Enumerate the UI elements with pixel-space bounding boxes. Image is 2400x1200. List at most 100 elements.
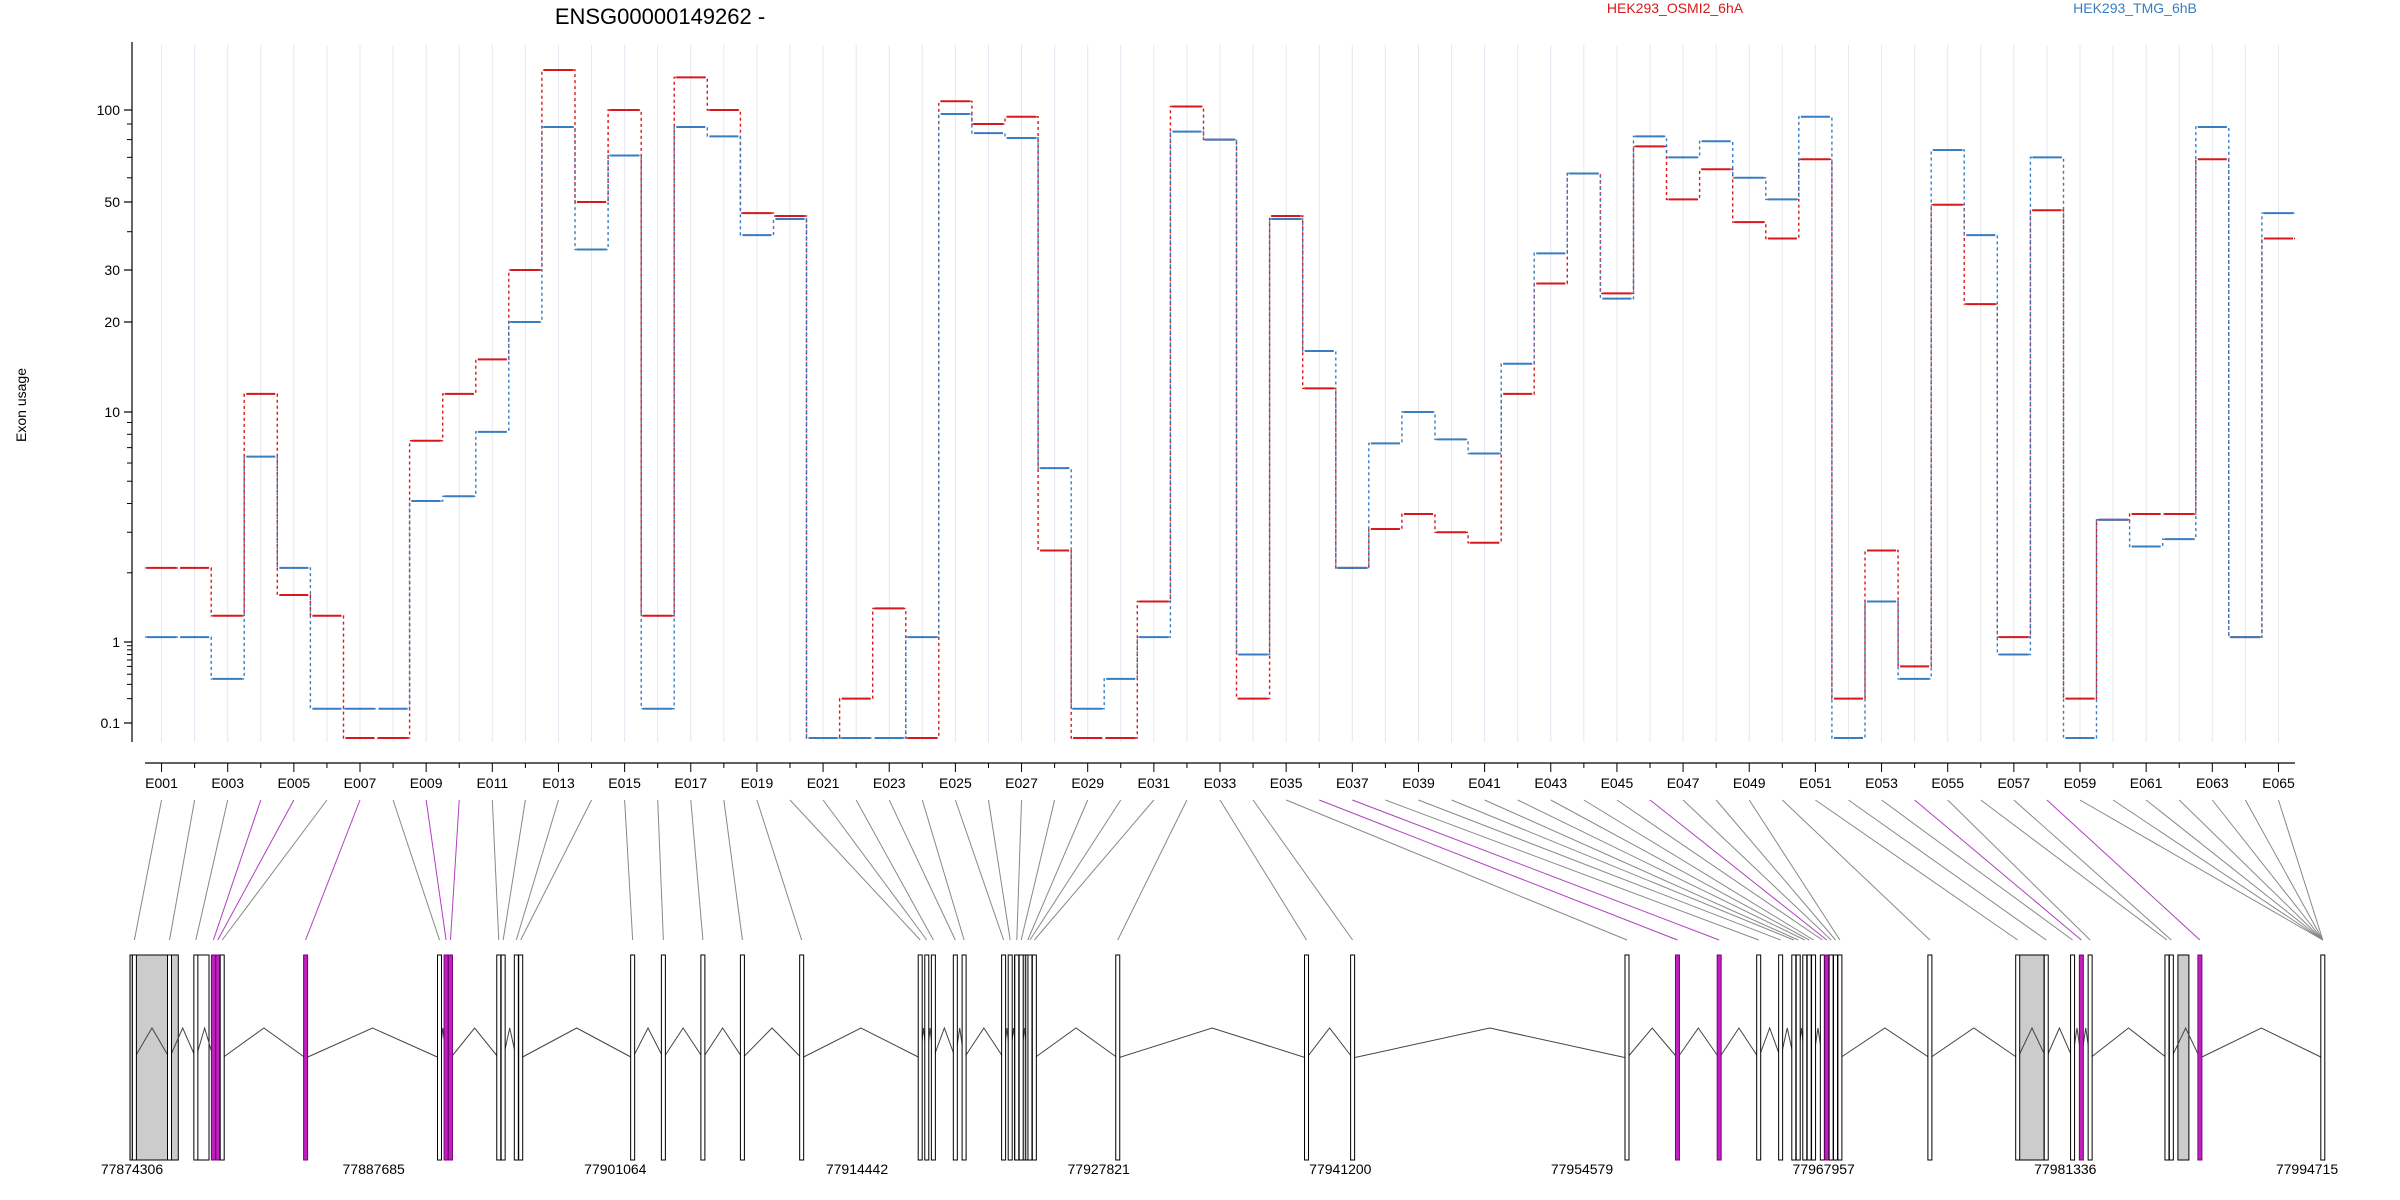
x-tick-label: E057: [1997, 775, 2030, 791]
exon-bar: [2078, 954, 2084, 1161]
exon-connector-line: [515, 799, 559, 941]
intron-line: [1677, 1027, 1720, 1059]
exon-connector-line: [502, 799, 526, 941]
exon-bar: [1115, 954, 1121, 1161]
intron-line: [1117, 1027, 1307, 1059]
x-tick-label: E059: [2064, 775, 2097, 791]
exon-bar: [1007, 954, 1013, 1161]
x-tick-label: E031: [1137, 775, 1170, 791]
x-tick-label: E039: [1402, 775, 1435, 791]
genomic-coordinate-label: 77914442: [826, 1161, 889, 1177]
exon-bar: [1837, 954, 1843, 1161]
x-tick-label: E025: [939, 775, 972, 791]
exon-connector-line: [2244, 799, 2324, 941]
exon-bar: [2168, 954, 2174, 1161]
exon-bar: [799, 954, 805, 1161]
exon-bar: [1802, 954, 1808, 1161]
y-axis-label: Exon usage: [13, 368, 29, 442]
exon-connector-line: [1352, 799, 1720, 941]
intron-line: [742, 1027, 803, 1059]
exon-connector-line: [2178, 799, 2324, 941]
intron-line: [133, 1027, 170, 1059]
exon-bar: [1824, 954, 1830, 1161]
exon-connector-line: [1517, 799, 1806, 941]
exon-connector-line: [756, 799, 803, 941]
exon-connector-line: [855, 799, 934, 941]
intron-line: [801, 1027, 921, 1059]
exon-connector-line: [425, 799, 447, 941]
exon-bar: [131, 954, 137, 1161]
exon-connector-line: [2013, 799, 2172, 941]
exon-bar: [924, 954, 930, 1161]
exon-connector-line: [723, 799, 743, 941]
exon-connector-line: [1252, 799, 1354, 941]
intron-line: [305, 1027, 440, 1059]
intron-line: [1718, 1027, 1760, 1059]
exon-bar: [500, 954, 506, 1161]
exon-bar: [518, 954, 524, 1161]
exon-bar: [303, 954, 309, 1161]
exon-bar: [1027, 954, 1033, 1161]
exon-connector-line: [212, 799, 262, 941]
exon-bar: [1001, 954, 1007, 1161]
y-tick-label: 100: [97, 102, 121, 118]
x-tick-label: E061: [2130, 775, 2163, 791]
exon-bar: [1778, 954, 1784, 1161]
exon-connector-line: [1319, 799, 1678, 941]
intron-line: [702, 1027, 743, 1059]
exon-connector-line: [2079, 799, 2324, 941]
x-tick-label: E051: [1799, 775, 1832, 791]
x-tick-label: E043: [1534, 775, 1567, 791]
exon-connector-line: [1219, 799, 1307, 941]
exon-connector-line: [1285, 799, 1628, 941]
exon-bar: [917, 954, 923, 1161]
exon-bar: [700, 954, 706, 1161]
x-tick-label: E009: [410, 775, 443, 791]
exon-connector-line: [305, 799, 361, 941]
exon-connector-line: [822, 799, 928, 941]
exon-connector-line: [1649, 799, 1828, 941]
genomic-coordinate-label: 77967957: [1793, 1161, 1856, 1177]
exon-connector-line: [1682, 799, 1832, 941]
intron-line: [932, 1026, 956, 1059]
intron-line: [520, 1027, 633, 1059]
x-tick-label: E021: [807, 775, 840, 791]
exon-connector-line: [1027, 799, 1089, 941]
x-tick-label: E065: [2262, 775, 2295, 791]
exon-bar: [1716, 954, 1722, 1161]
exon-connector-line: [1815, 799, 2018, 941]
exon-bar: [1828, 954, 1834, 1161]
exon-connector-line: [1550, 799, 1810, 941]
exon-connector-line: [392, 799, 440, 941]
exon-bar: [952, 954, 958, 1161]
exon-bar: [513, 954, 519, 1161]
intron-line: [1626, 1027, 1678, 1059]
exon-connector-line: [2145, 799, 2324, 941]
x-tick-label: E029: [1071, 775, 1104, 791]
x-tick-label: E055: [1931, 775, 1964, 791]
exon-bar: [2197, 954, 2203, 1161]
gene-block: [2017, 954, 2045, 1161]
x-tick-label: E023: [873, 775, 906, 791]
exon-bar: [215, 954, 221, 1161]
exon-connector-line: [1947, 799, 2091, 941]
intron-line: [1034, 1027, 1119, 1059]
x-tick-label: E015: [608, 775, 641, 791]
series-1-line: [145, 69, 2295, 739]
exon-bar: [930, 954, 936, 1161]
x-tick-label: E033: [1204, 775, 1237, 791]
x-tick-label: E053: [1865, 775, 1898, 791]
x-tick-label: E041: [1468, 775, 1501, 791]
intron-line: [2199, 1027, 2324, 1059]
exon-bar: [1304, 954, 1310, 1161]
x-tick-label: E017: [674, 775, 707, 791]
x-tick-label: E019: [741, 775, 774, 791]
x-tick-label: E037: [1336, 775, 1369, 791]
legend-series-2: HEK293_TMG_6hB: [2073, 0, 2197, 16]
exon-bar: [1031, 954, 1037, 1161]
exon-bar: [2043, 954, 2049, 1161]
y-tick-label: 0.1: [101, 715, 121, 731]
exon-bar: [1819, 954, 1825, 1161]
intron-line: [662, 1027, 704, 1059]
